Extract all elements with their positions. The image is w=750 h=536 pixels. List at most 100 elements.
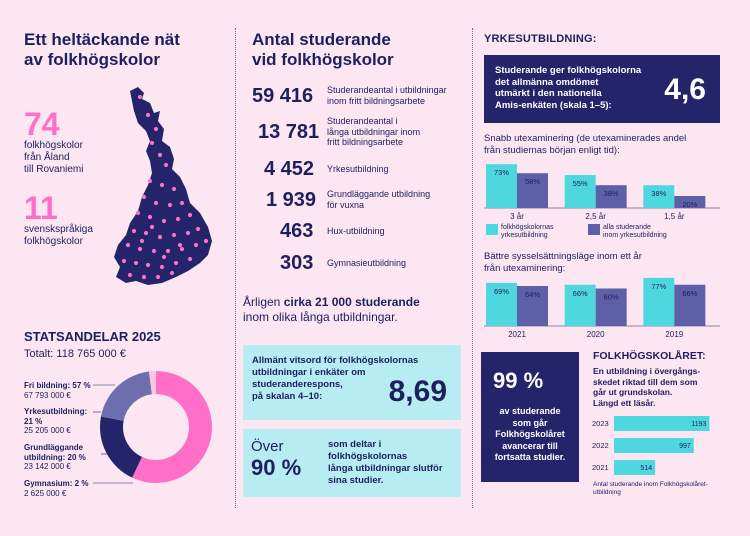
fhsaret-pct-text: av studerande som går Folkhögskolåret av… (481, 406, 579, 464)
legend-swatch-2 (588, 224, 600, 235)
fhsaret-caption-1: Antal studerande inom Folkhögskolåret- (593, 481, 708, 488)
donut-slice-1 (100, 416, 142, 478)
legend-fri-bildning: Fri bildning: 57 % 67 793 000 € (24, 381, 91, 400)
schools-label-3: till Rovaniemi (24, 164, 84, 175)
vitsord-text-2: utbildningar i enkäter om (252, 367, 366, 378)
school-dot (165, 248, 171, 254)
over-text: som deltar i folkhögskolornas långa utbi… (328, 439, 443, 487)
legend-label-2b: inom yrkesutbildning (603, 232, 667, 239)
middle-title-line1: Antal studerande (252, 30, 391, 49)
bar-label: 20% (682, 200, 697, 209)
fhsaret-pct-text-2: som går (512, 417, 548, 428)
over-label: Över (251, 438, 284, 455)
chart2-title-2: från utexaminering: (484, 262, 566, 274)
bar-label: 64% (525, 290, 540, 299)
hbar-2022 (614, 438, 694, 453)
bar-label: 60% (604, 293, 619, 302)
hbar-2021 (614, 460, 656, 475)
stat-row-6: 303 Gymnasieutbildning (252, 250, 472, 280)
fhsaret-pct: 99 % (493, 368, 544, 393)
school-dot (163, 162, 169, 168)
legend-yrkes-label2: 21 % (24, 416, 43, 426)
yrkes-title: YRKESUTBILDNING: (484, 33, 597, 45)
statsandelar-donut (100, 371, 212, 483)
over-text-2: folkhögskolornas (328, 451, 408, 462)
chart2-title: Bättre sysselsättningsläge inom ett år f… (484, 251, 642, 274)
bar-label: 66% (573, 289, 588, 298)
stat-value-4: 1 939 (266, 189, 317, 211)
fhsaret-desc-4: Längd ett läsår. (593, 397, 656, 408)
legend-fri-amount: 67 793 000 € (24, 390, 71, 400)
school-dot (141, 274, 147, 280)
school-dot (141, 194, 147, 200)
vitsord-text-3: studeranderespons, (252, 379, 343, 390)
stat-value-2: 13 781 (258, 121, 320, 143)
swedish-schools-label-2: folkhögskolor (24, 236, 83, 247)
year-label: 2022 (592, 441, 609, 450)
school-dot (195, 226, 201, 232)
school-dot (143, 230, 149, 236)
stat-row-4: 1 939 Grundläggande utbildning för vuxna (252, 187, 472, 217)
legend-label-1a: folkhögskolornas (501, 224, 554, 231)
legend-label-2a: alla studerande (603, 224, 651, 231)
school-dot (131, 228, 137, 234)
legend-fri-label: Fri bildning: 57 % (24, 381, 91, 390)
school-dot (155, 274, 161, 280)
schools-label: folkhögskolor från Åland till Rovaniemi (24, 140, 83, 176)
legend-yrkes-amount: 25 205 000 € (24, 426, 71, 435)
stat-row-5: 463 Hux-utbildning (252, 218, 472, 248)
divider-1 (235, 28, 236, 508)
school-dot (145, 112, 151, 118)
stat-row-1: 59 416 Studerandeantal i utbildningar in… (252, 83, 472, 113)
left-title-line1: Ett heltäckande nät (24, 30, 180, 49)
bar-label: 55% (573, 179, 588, 188)
bar-2,5 år-0 (564, 175, 596, 208)
vitsord-text-4: på skalan 4–10: (252, 391, 323, 402)
school-dot (147, 178, 153, 184)
schools-count: 74 (24, 106, 60, 142)
stat-label-2b: långa utbildningar inom (327, 126, 421, 137)
hbar-value: 514 (640, 465, 652, 472)
amis-box: Studerande ger folkhögskolorna det allmä… (484, 55, 720, 123)
statsandelar-title: STATSANDELAR 2025 (24, 329, 161, 344)
bar-2019-0 (643, 277, 675, 326)
middle-title: Antal studerande vid folkhögskolor (252, 30, 394, 70)
fhsaret-caption-2: utbildning (593, 489, 621, 496)
divider-2 (472, 28, 473, 508)
fhsaret-desc-3: går ut grundskolan. (593, 387, 673, 397)
category-label: 3 år (510, 212, 524, 221)
year-label: 2023 (592, 419, 609, 428)
legend-grund: Grundläggande utbildning: 20 % 23 142 00… (24, 443, 86, 472)
vitsord-text: Allmänt vitsord för folkhögskolornas utb… (252, 355, 418, 403)
fhsaret-pct-text-4: avancerar till (502, 440, 558, 451)
over-text-1: som deltar i (328, 439, 382, 450)
school-dot (159, 264, 165, 270)
over-value: 90 % (251, 455, 302, 480)
legend-yrkes: Yrkesutbildning: 21 % 25 205 000 € (24, 407, 87, 436)
legend-label-1: folkhögskolornas yrkesutbildning (501, 224, 554, 240)
fhsaret-caption: Antal studerande inom Folkhögskolåret- u… (593, 481, 708, 497)
school-dot (173, 260, 179, 266)
stat-row-3: 4 452 Yrkesutbildning (252, 156, 472, 186)
bar-2020-1 (595, 288, 627, 326)
fhsaret-desc-2: skedet riktad till dem som (593, 376, 698, 387)
stat-label-4: Grundläggande utbildning för vuxna (327, 189, 430, 210)
school-dot (125, 242, 131, 248)
middle-title-line2: vid folkhögskolor (252, 50, 394, 69)
category-label: 2019 (665, 330, 683, 339)
amis-text-4: Amis-enkäten (skala 1–5): (495, 99, 612, 111)
vitsord-box: Allmänt vitsord för folkhögskolornas utb… (243, 345, 461, 420)
bar-2021-1 (517, 286, 548, 326)
category-label: 2020 (587, 330, 605, 339)
bar-2,5 år-1 (595, 185, 627, 208)
stat-label-1: Studerandeantal i utbildningar inom frit… (327, 85, 447, 106)
vitsord-text-1: Allmänt vitsord för folkhögskolornas (252, 355, 419, 366)
school-dot (179, 246, 185, 252)
amis-text-3: utmärkt i den nationella (495, 88, 602, 99)
school-dot (161, 254, 167, 260)
stat-row-2: 13 781 Studerandeantal i långa utbildnin… (252, 116, 472, 149)
chart1-title-2: från studiernas början enligt tid): (484, 144, 620, 156)
annual-text: Årligen cirka 21 000 studerande inom oli… (243, 295, 420, 325)
stat-value-3: 4 452 (264, 158, 315, 180)
legend-swatch-1 (486, 224, 498, 235)
